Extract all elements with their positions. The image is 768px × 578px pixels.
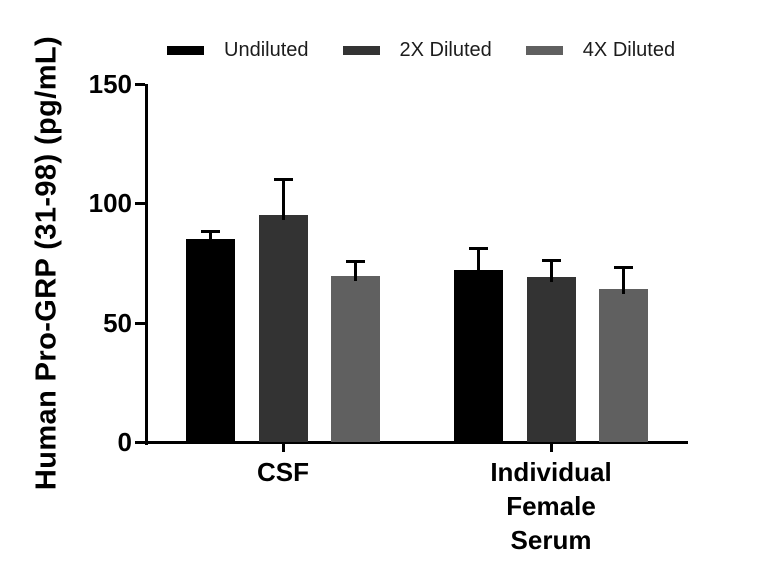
bar-4x-diluted-csf bbox=[331, 276, 381, 442]
x-tick-csf bbox=[281, 443, 285, 452]
bar-2x-diluted-csf bbox=[258, 215, 308, 442]
error-bar-stem-4x-diluted-csf bbox=[354, 261, 358, 282]
error-bar-cap-2x-diluted-csf bbox=[273, 177, 293, 181]
legend-item-2x-diluted: 2X Diluted bbox=[342, 39, 492, 62]
y-tick-100 bbox=[135, 202, 145, 206]
error-bar-cap-4x-diluted-csf bbox=[346, 260, 366, 264]
bar-4x-diluted-individual-female-serum bbox=[599, 289, 649, 442]
category-label-line: Serum bbox=[510, 525, 592, 555]
error-bar-cap-4x-diluted-individual-female-serum bbox=[614, 266, 634, 270]
y-axis-line bbox=[145, 84, 148, 445]
legend-item-undiluted: Undiluted bbox=[167, 39, 309, 62]
y-tick-label-0: 0 bbox=[117, 427, 132, 457]
y-tick-label-150: 150 bbox=[88, 69, 132, 99]
category-label-line: Female bbox=[506, 491, 596, 521]
y-tick-150 bbox=[135, 83, 145, 86]
legend-label: Undiluted bbox=[224, 39, 309, 61]
legend-swatch-2x-diluted bbox=[342, 46, 380, 55]
category-label-individual-female-serum: Individual Female Serum bbox=[436, 455, 666, 557]
error-bar-stem-2x-diluted-csf bbox=[281, 179, 285, 221]
error-bar-cap-undiluted-individual-female-serum bbox=[468, 247, 488, 251]
y-tick-label-50: 50 bbox=[103, 307, 132, 338]
category-label-line: CSF bbox=[257, 457, 309, 487]
error-bar-cap-undiluted-csf bbox=[200, 230, 220, 234]
legend-label: 2X Diluted bbox=[399, 39, 492, 61]
bar-undiluted-csf bbox=[185, 239, 235, 442]
error-bar-stem-undiluted-individual-female-serum bbox=[476, 248, 480, 276]
legend-label: 4X Diluted bbox=[582, 39, 676, 61]
legend-swatch-4x-diluted bbox=[525, 46, 563, 55]
category-label-csf: CSF bbox=[168, 455, 398, 489]
x-tick-individual-female-serum bbox=[549, 443, 553, 452]
x-axis-line bbox=[145, 441, 688, 444]
bar-2x-diluted-individual-female-serum bbox=[526, 277, 576, 442]
legend: Undiluted 2X Diluted 4X Diluted bbox=[167, 39, 675, 62]
legend-item-4x-diluted: 4X Diluted bbox=[525, 39, 676, 62]
error-bar-stem-2x-diluted-individual-female-serum bbox=[549, 260, 553, 283]
error-bar-stem-undiluted-csf bbox=[208, 231, 212, 245]
error-bar-cap-2x-diluted-individual-female-serum bbox=[541, 259, 561, 263]
error-bar-stem-4x-diluted-individual-female-serum bbox=[622, 267, 626, 295]
legend-swatch-undiluted bbox=[167, 46, 204, 55]
y-tick-label-100: 100 bbox=[88, 188, 132, 219]
y-tick-50 bbox=[135, 321, 145, 325]
y-tick-0 bbox=[135, 441, 145, 444]
category-label-line: Individual bbox=[490, 457, 612, 487]
bar-undiluted-individual-female-serum bbox=[453, 270, 503, 442]
